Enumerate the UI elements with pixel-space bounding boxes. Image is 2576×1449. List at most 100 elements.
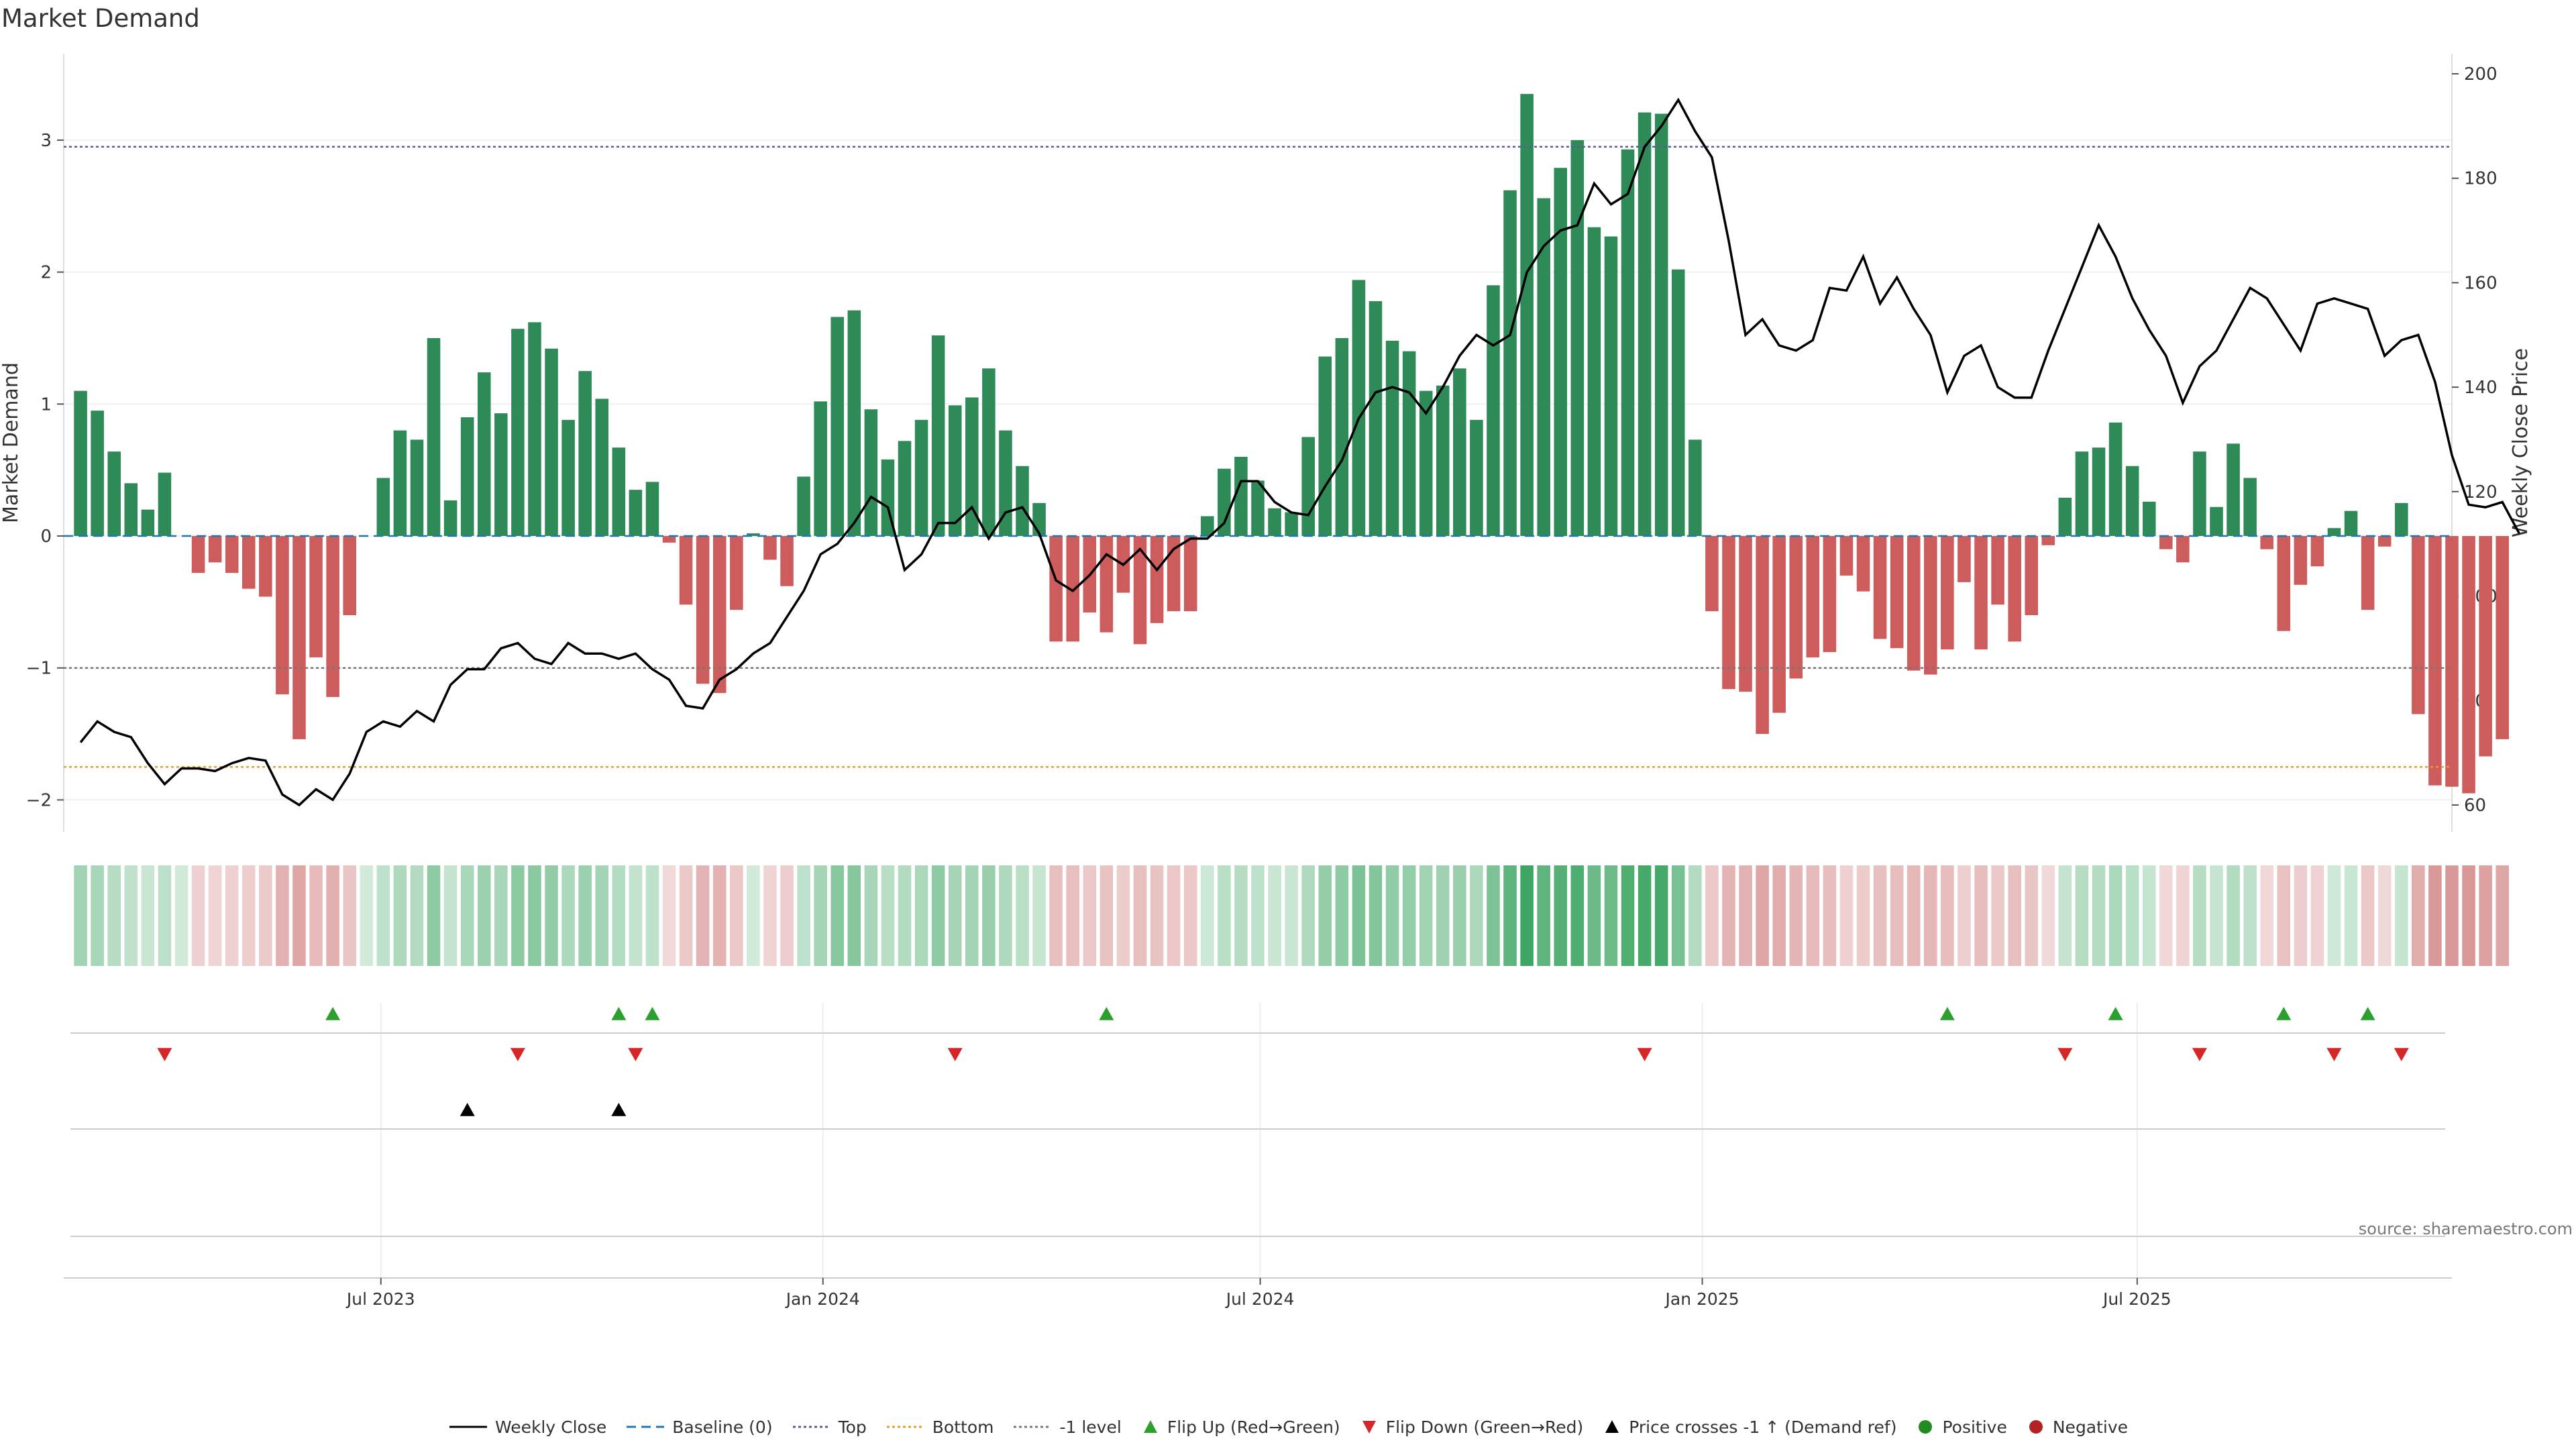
heat-cell [1991,865,2004,966]
heat-cell [1806,865,1820,966]
heat-cell [1133,865,1147,966]
heat-cell [982,865,996,966]
demand-bar [2361,536,2375,610]
flip-down-marker [2326,1048,2342,1061]
heat-cell [2412,865,2425,966]
heat-cell [2395,865,2408,966]
demand-bar [191,536,205,574]
legend-label: Flip Up (Red→Green) [1167,1417,1340,1437]
legend-swatch [792,1426,830,1428]
heat-cell [1856,865,1870,966]
demand-bar [494,413,508,536]
demand-bar [2294,536,2308,585]
flip-up-marker [2108,1007,2123,1020]
demand-bar [1941,536,1954,650]
demand-bar [2243,478,2257,536]
heat-cell [1268,865,1281,966]
heat-cell [141,865,155,966]
heat-cell [1638,865,1652,966]
demand-bar [1856,536,1870,592]
heat-cell [1218,865,1231,966]
heat-cell [679,865,693,966]
demand-bar [1218,468,1231,536]
heat-cell [1083,865,1097,966]
flip-down-marker [628,1048,643,1061]
heat-cell [528,865,541,966]
demand-bar [2041,536,2055,545]
heat-cell [360,865,374,966]
heat-cell [2226,865,2240,966]
demand-bar [124,483,138,536]
demand-bar [2327,528,2341,536]
demand-bar [1453,368,1466,536]
heat-cell [1756,865,1769,966]
demand-bar [2226,443,2240,536]
heat-cell [1789,865,1803,966]
y2-tick-label: 200 [2464,64,2498,85]
heat-cell [2310,865,2324,966]
demand-bar [1487,285,1500,536]
heat-cell [208,865,222,966]
demand-bar [1823,536,1837,653]
heat-cell [561,865,575,966]
heat-cell [545,865,558,966]
demand-bar [1520,94,1534,536]
demand-bar [1957,536,1971,582]
demand-bar [1470,419,1483,536]
legend-label: -1 level [1059,1417,1122,1437]
demand-bar [528,322,541,536]
demand-bar [1301,437,1315,536]
demand-bar [1991,536,2004,605]
heat-cell [1402,865,1416,966]
heat-cell [2159,865,2173,966]
heat-cell [2193,865,2206,966]
demand-bar [595,398,609,536]
heat-cell [74,865,87,966]
heat-cell [477,865,491,966]
heat-cell [2445,865,2459,966]
heat-cell [2142,865,2156,966]
price-cross-marker [460,1103,475,1116]
demand-bar [1368,301,1383,536]
flip-up-marker [611,1007,627,1020]
heat-cell [898,865,912,966]
flip-down-marker [2057,1048,2073,1061]
legend-label: Bottom [932,1417,994,1437]
demand-bar [830,317,845,536]
heat-cell [1621,865,1635,966]
demand-bar [326,536,339,697]
heat-cell [1352,865,1366,966]
demand-bar [1234,456,1248,536]
heat-cell [1823,865,1837,966]
heat-cell [1503,865,1517,966]
demand-bar [208,536,222,563]
heat-cell [645,865,659,966]
heat-cell [1385,865,1399,966]
demand-bar [1722,536,1735,690]
heat-cell [2092,865,2106,966]
heat-cell [1453,865,1466,966]
heat-cell [814,865,827,966]
price-cross-marker [611,1103,627,1116]
heat-cell [1201,865,1214,966]
demand-bar [1133,536,1147,645]
heat-cell [629,865,643,966]
heat-cell [1116,865,1130,966]
heat-cell [410,865,424,966]
heat-cell [2377,865,2392,966]
demand-bar [2428,536,2442,786]
heat-cell [2108,865,2123,966]
heat-cell [174,865,189,966]
demand-bar [1621,149,1635,536]
demand-bar [931,335,945,536]
legend-swatch [886,1426,924,1428]
legend-label: Weekly Close [494,1417,607,1437]
heat-cell [1772,865,1786,966]
heat-cell [1301,865,1315,966]
heat-cell [914,865,928,966]
heat-cell [276,865,289,966]
heat-cell [847,865,861,966]
heat-cell [427,865,441,966]
heat-cell [1099,865,1114,966]
